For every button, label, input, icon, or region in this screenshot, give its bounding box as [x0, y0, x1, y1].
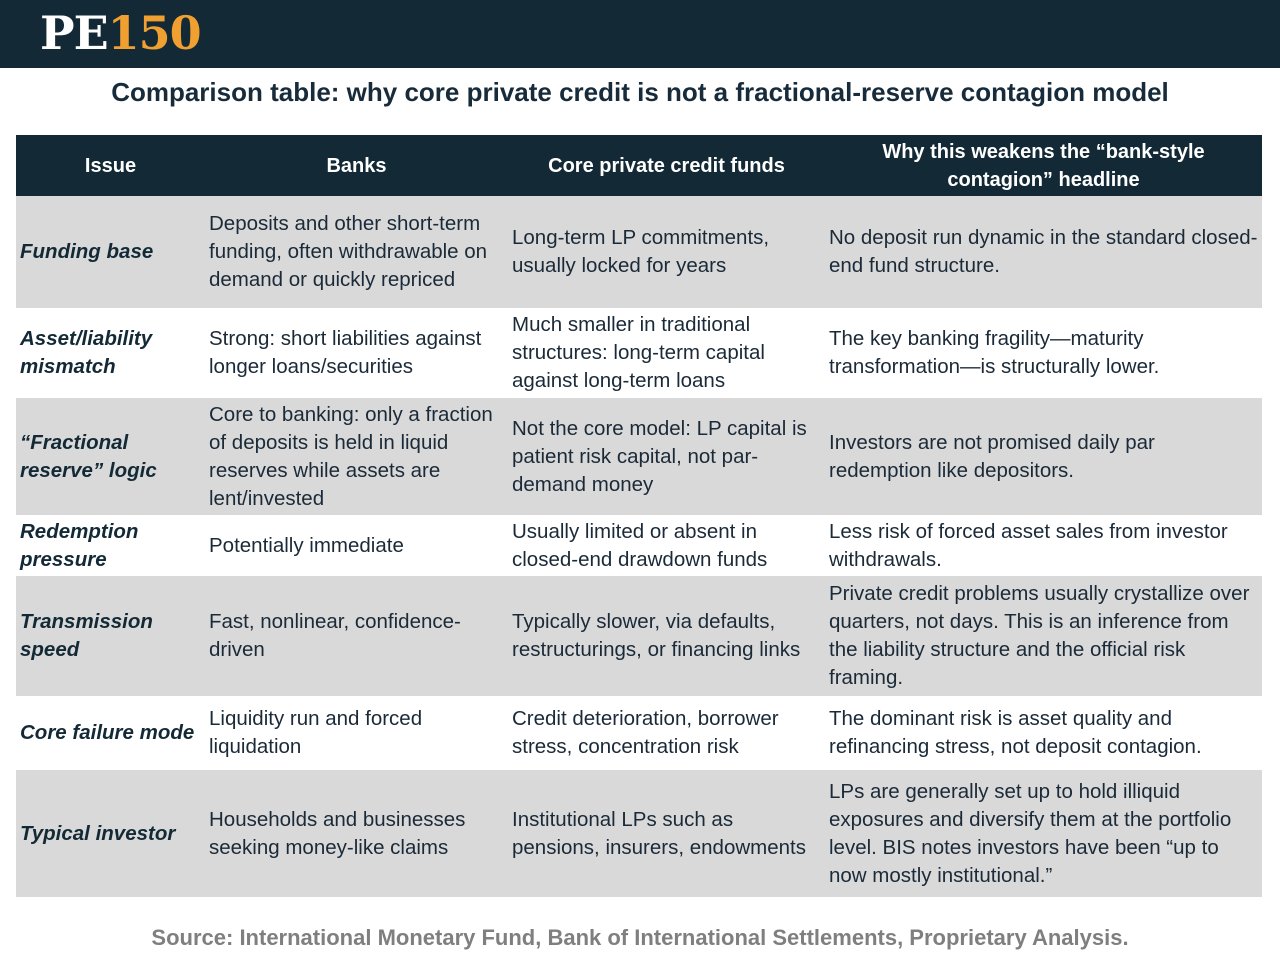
- table-cell: Investors are not promised daily par red…: [825, 398, 1262, 515]
- table-cell: Potentially immediate: [209, 533, 404, 557]
- table-cell: The dominant risk is asset quality and r…: [829, 707, 1202, 758]
- issue-cell: “Fractional reserve” logic: [16, 398, 205, 515]
- table-cell: Institutional LPs such as pensions, insu…: [508, 770, 825, 897]
- table-row: Funding base Deposits and other short-ter…: [16, 196, 1262, 308]
- table-cell: Usually limited or absent in closed-end …: [512, 519, 768, 571]
- column-header: Banks: [205, 135, 508, 196]
- logo-text: PE: [40, 6, 109, 60]
- issue-cell: Funding base: [16, 196, 205, 308]
- title: Comparison table: why core private credi…: [111, 77, 1169, 107]
- table-cell: Deposits and other short-term funding, o…: [205, 196, 508, 308]
- source-note: Source: International Monetary Fund, Ban…: [151, 925, 1129, 950]
- logo: PE150: [40, 6, 202, 60]
- table-cell: Strong: short liabilities against longer…: [209, 327, 482, 378]
- issue-cell: Transmission speed: [16, 576, 205, 696]
- comparison-table: Issue Banks Core private credit funds Why t…: [16, 135, 1262, 897]
- issue-cell: Asset/liability mismatch: [20, 327, 153, 378]
- table-cell: Credit deterioration, borrower stress, c…: [512, 707, 779, 758]
- logo-number: 150: [107, 6, 202, 60]
- table-cell: Typically slower, via defaults, restruct…: [508, 576, 825, 696]
- issue-cell: Redemption pressure: [20, 519, 139, 571]
- table-row: Asset/liability mismatch Strong: short li…: [16, 308, 1262, 398]
- header-row: Issue Banks Core private credit funds Why t…: [16, 135, 1262, 196]
- issue-cell: Typical investor: [16, 770, 205, 897]
- column-header: Issue: [16, 135, 205, 196]
- table-row: Typical investor Households and businesse…: [16, 770, 1262, 897]
- table-cell: The key banking fragility—maturity trans…: [829, 327, 1160, 378]
- table-cell: Liquidity run and forced liquidation: [209, 707, 423, 758]
- table-row: Core failure mode Liquidity run and force…: [16, 696, 1262, 770]
- issue-cell: Core failure mode: [20, 721, 195, 744]
- table-cell: Much smaller in traditional structures: …: [512, 313, 765, 392]
- table-row: “Fractional reserve” logic Core to bankin…: [16, 398, 1262, 515]
- table-cell: Long-term LP commitments, usually locked…: [508, 196, 825, 308]
- top-bar: PE150: [0, 0, 1280, 68]
- table-cell: Private credit problems usually crystall…: [825, 576, 1262, 696]
- table-row: Transmission speed Fast, nonlinear, confi…: [16, 576, 1262, 696]
- table-cell: No deposit run dynamic in the standard c…: [825, 196, 1262, 308]
- column-header: Core private credit funds: [508, 135, 825, 196]
- table-cell: LPs are generally set up to hold illiqui…: [825, 770, 1262, 897]
- table-row: Redemption pressure Potentially immediate…: [16, 515, 1262, 576]
- table-cell: Not the core model: LP capital is patien…: [508, 398, 825, 515]
- table-cell: Households and businesses seeking money-…: [205, 770, 508, 897]
- table-body: Funding base Deposits and other short-ter…: [16, 196, 1262, 897]
- table-cell: Less risk of forced asset sales from inv…: [829, 519, 1228, 571]
- column-header: Why this weakens the “bank-style contagi…: [825, 135, 1262, 196]
- table-cell: Core to banking: only a fraction of depo…: [205, 398, 508, 515]
- table-cell: Fast, nonlinear, confidence-driven: [205, 576, 508, 696]
